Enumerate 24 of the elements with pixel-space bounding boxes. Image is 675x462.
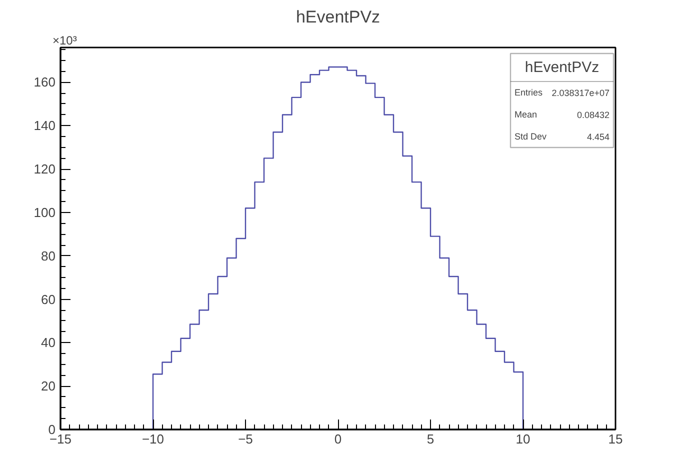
y-tick-label: 60 [41,292,56,307]
annotation: Entries [514,88,544,98]
annotation: Mean [514,110,538,120]
annotation: hEventPVz [524,59,600,76]
x-tick-label: 10 [516,432,530,446]
annotation: 4.454 [586,132,610,142]
x-tick-label: −10 [142,432,164,446]
y-tick-label: 0 [48,422,56,437]
y-tick-label: 160 [34,74,56,90]
x-tick-label: 5 [426,432,434,446]
y-tick-label: 80 [41,248,56,264]
y-tick-label: 140 [34,118,56,134]
y-tick-label: 20 [41,378,56,394]
x-tick-label: −5 [238,432,253,446]
annotation: 2.038317e+07 [552,88,610,98]
x-tick-label: 0 [334,432,342,446]
y-tick-label: 120 [34,162,56,177]
text: ×10³ [52,34,77,48]
annotation: 0.08432 [576,110,610,120]
annotation: Std Dev [514,132,548,142]
chart-title: hEventPVz [296,8,380,26]
x-tick-label: 15 [608,432,623,446]
y-tick-label: 40 [41,335,56,350]
y-tick-label: 100 [34,204,56,220]
